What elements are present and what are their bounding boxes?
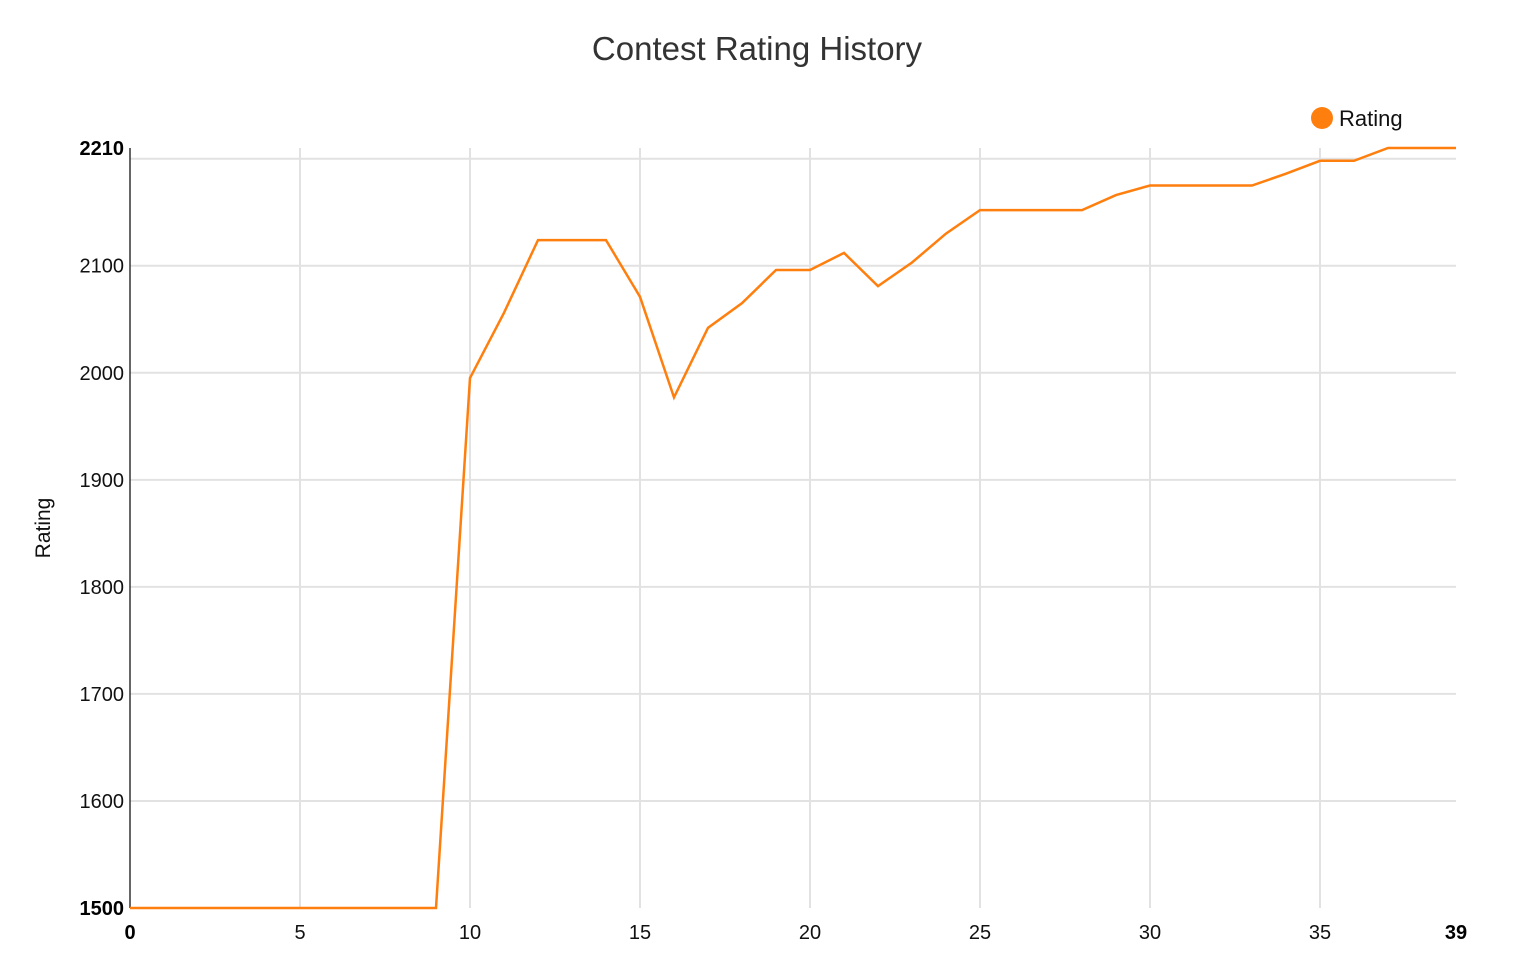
x-tick-label: 20 <box>799 922 821 944</box>
x-tick-label: 0 <box>124 922 135 944</box>
y-tick-label: 1600 <box>80 791 125 813</box>
y-tick-label: 1500 <box>80 898 125 920</box>
y-tick-label: 2100 <box>80 256 125 278</box>
legend-label-rating: Rating <box>1339 106 1403 131</box>
chart-title: Contest Rating History <box>592 30 923 67</box>
series-layer <box>130 146 1456 910</box>
y-tick-label: 1900 <box>80 470 125 492</box>
x-tick-label: 30 <box>1139 922 1161 944</box>
y-tick-label: 2000 <box>80 363 125 385</box>
series-line-rating[interactable] <box>130 146 1456 910</box>
x-tick-label: 10 <box>459 922 481 944</box>
x-tick-label: 15 <box>629 922 651 944</box>
y-tick-label: 1700 <box>80 684 125 706</box>
legend-marker-rating <box>1311 107 1333 129</box>
x-tick-label: 5 <box>294 922 305 944</box>
legend[interactable]: Rating <box>1311 106 1403 131</box>
y-tick-label: 2210 <box>80 138 125 160</box>
y-tick-label: 1800 <box>80 577 125 599</box>
x-tick-label: 39 <box>1445 922 1467 944</box>
y-axis-title: Rating <box>32 498 55 559</box>
x-tick-label: 25 <box>969 922 991 944</box>
x-tick-label: 35 <box>1309 922 1331 944</box>
grid-lines <box>130 148 1456 908</box>
x-axis-ticks: 0 5 10 15 20 25 30 35 39 <box>124 922 1467 944</box>
y-axis-ticks: 1500 1600 1700 1800 1900 2000 2100 2210 <box>80 138 125 920</box>
